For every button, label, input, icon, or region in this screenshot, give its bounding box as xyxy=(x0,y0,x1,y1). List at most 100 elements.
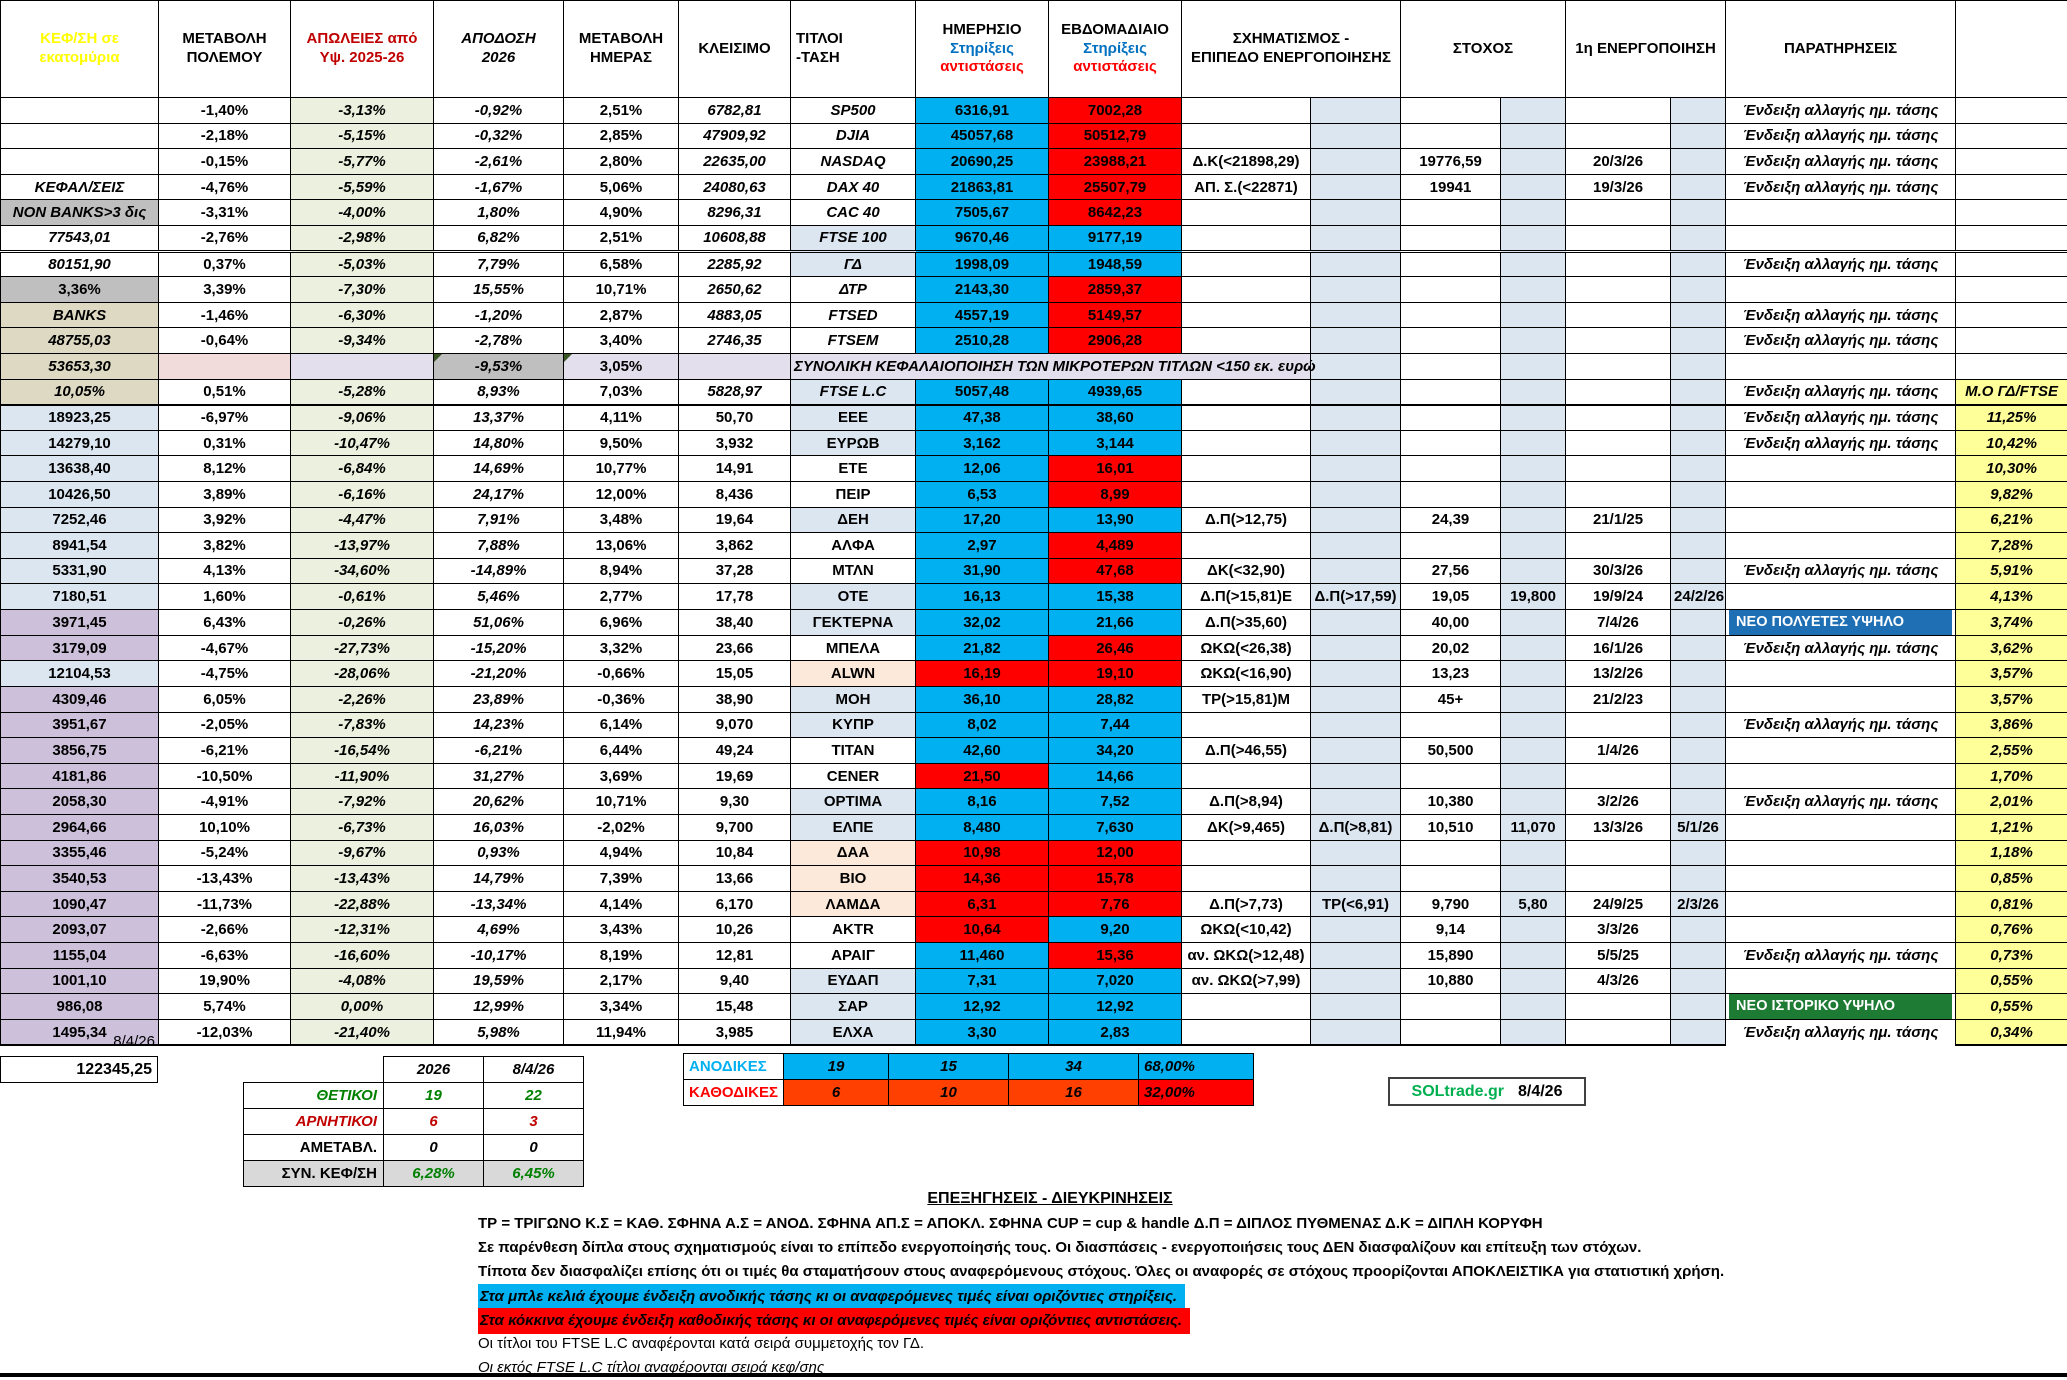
daily-cell[interactable]: 6,53 xyxy=(916,481,1049,507)
formation1-cell[interactable]: ΩΚΩ(<16,90) xyxy=(1182,661,1311,687)
ticker-cell[interactable]: FTSED xyxy=(791,302,916,328)
updown-percent[interactable]: 68,00% xyxy=(1139,1054,1254,1080)
formation2-cell[interactable] xyxy=(1311,763,1401,789)
ticker-cell[interactable]: ΟΡΤΙΜΑ xyxy=(791,789,916,815)
close-cell[interactable]: 10608,88 xyxy=(679,225,791,251)
activation1-cell[interactable]: 16/1/26 xyxy=(1566,635,1671,661)
target1-cell[interactable] xyxy=(1401,98,1501,124)
daily-cell[interactable]: 20690,25 xyxy=(916,149,1049,175)
day-cell[interactable]: 4,11% xyxy=(564,405,679,431)
mo-cell[interactable]: 11,25% xyxy=(1956,405,2067,431)
updown-label[interactable]: ΚΑΘΟΔΙΚΕΣ xyxy=(684,1080,784,1106)
loss-cell[interactable]: -4,08% xyxy=(291,968,434,994)
perf-cell[interactable]: 0,93% xyxy=(434,840,564,866)
activation2-cell[interactable] xyxy=(1671,507,1726,533)
ticker-cell[interactable]: FTSE 100 xyxy=(791,225,916,251)
daily-cell[interactable]: 21,50 xyxy=(916,763,1049,789)
col-header-titles[interactable]: ΤΙΤΛΟΙ-ΤΑΣΗ xyxy=(791,1,916,98)
cap-cell[interactable] xyxy=(1,149,159,175)
formation2-cell[interactable] xyxy=(1311,277,1401,303)
loss-cell[interactable]: 0,00% xyxy=(291,994,434,1020)
perf-cell[interactable]: -1,67% xyxy=(434,174,564,200)
war-cell[interactable]: -4,91% xyxy=(159,789,291,815)
formation2-cell[interactable] xyxy=(1311,661,1401,687)
remarks-cell[interactable] xyxy=(1726,353,1956,379)
war-cell[interactable]: -11,73% xyxy=(159,891,291,917)
formation2-cell[interactable] xyxy=(1311,302,1401,328)
activation1-cell[interactable] xyxy=(1566,763,1671,789)
summary-col-header[interactable]: 2026 xyxy=(384,1057,484,1083)
daily-cell[interactable]: 1998,09 xyxy=(916,251,1049,277)
cap-cell[interactable]: 2964,66 xyxy=(1,815,159,841)
formation1-cell[interactable]: Δ.Π(>15,81)Ε xyxy=(1182,584,1311,610)
formation1-cell[interactable] xyxy=(1182,481,1311,507)
weekly-cell[interactable]: 21,66 xyxy=(1049,609,1182,635)
daily-cell[interactable]: 6,31 xyxy=(916,891,1049,917)
war-cell[interactable]: -4,76% xyxy=(159,174,291,200)
activation1-cell[interactable]: 5/5/25 xyxy=(1566,943,1671,969)
formation1-cell[interactable] xyxy=(1182,225,1311,251)
ticker-cell[interactable]: ΑΡΑΙΓ xyxy=(791,943,916,969)
activation1-cell[interactable]: 21/2/23 xyxy=(1566,687,1671,713)
ticker-cell[interactable]: FTSE L.C xyxy=(791,379,916,405)
remarks-cell[interactable]: Ένδειξη αλλαγής ημ. τάσης xyxy=(1726,430,1956,456)
summary-label[interactable]: ΘΕΤΙΚΟΙ xyxy=(244,1083,384,1109)
daily-cell[interactable]: 17,20 xyxy=(916,507,1049,533)
daily-cell[interactable]: 16,19 xyxy=(916,661,1049,687)
mo-cell[interactable] xyxy=(1956,200,2067,226)
weekly-cell[interactable]: 47,68 xyxy=(1049,558,1182,584)
weekly-cell[interactable]: 50512,79 xyxy=(1049,123,1182,149)
close-cell[interactable]: 9,40 xyxy=(679,968,791,994)
target2-cell[interactable] xyxy=(1501,789,1566,815)
ticker-cell[interactable]: ΣΑΡ xyxy=(791,994,916,1020)
mo-cell[interactable] xyxy=(1956,277,2067,303)
loss-cell[interactable]: -5,59% xyxy=(291,174,434,200)
day-cell[interactable]: 2,17% xyxy=(564,968,679,994)
target2-cell[interactable] xyxy=(1501,738,1566,764)
target2-cell[interactable]: 19,800 xyxy=(1501,584,1566,610)
weekly-cell[interactable]: 16,01 xyxy=(1049,456,1182,482)
mo-cell[interactable]: 0,81% xyxy=(1956,891,2067,917)
cap-cell[interactable]: 7180,51 xyxy=(1,584,159,610)
weekly-cell[interactable]: 1948,59 xyxy=(1049,251,1182,277)
summary-value[interactable]: 6,45% xyxy=(484,1161,584,1187)
formation1-cell[interactable] xyxy=(1182,994,1311,1020)
perf-cell[interactable]: -14,89% xyxy=(434,558,564,584)
loss-cell[interactable]: -34,60% xyxy=(291,558,434,584)
target1-cell[interactable]: 24,39 xyxy=(1401,507,1501,533)
target1-cell[interactable] xyxy=(1401,840,1501,866)
target1-cell[interactable] xyxy=(1401,763,1501,789)
close-cell[interactable]: 49,24 xyxy=(679,738,791,764)
day-cell[interactable]: 4,90% xyxy=(564,200,679,226)
remarks-cell[interactable]: Ένδειξη αλλαγής ημ. τάσης xyxy=(1726,558,1956,584)
close-cell[interactable]: 9,700 xyxy=(679,815,791,841)
day-cell[interactable]: 2,80% xyxy=(564,149,679,175)
cap-cell[interactable]: 2093,07 xyxy=(1,917,159,943)
remarks-cell[interactable]: Ένδειξη αλλαγής ημ. τάσης xyxy=(1726,98,1956,124)
weekly-cell[interactable]: 2,83 xyxy=(1049,1020,1182,1046)
activation2-cell[interactable] xyxy=(1671,917,1726,943)
ticker-cell[interactable]: CENER xyxy=(791,763,916,789)
formation2-cell[interactable] xyxy=(1311,456,1401,482)
activation1-cell[interactable] xyxy=(1566,456,1671,482)
daily-cell[interactable]: 2143,30 xyxy=(916,277,1049,303)
day-cell[interactable]: 3,48% xyxy=(564,507,679,533)
loss-cell[interactable]: -21,40% xyxy=(291,1020,434,1046)
formation2-cell[interactable] xyxy=(1311,968,1401,994)
activation2-cell[interactable] xyxy=(1671,430,1726,456)
updown-count[interactable]: 10 xyxy=(889,1080,1009,1106)
day-cell[interactable]: 3,34% xyxy=(564,994,679,1020)
target1-cell[interactable]: 27,56 xyxy=(1401,558,1501,584)
mo-cell[interactable]: 0,76% xyxy=(1956,917,2067,943)
mo-cell[interactable]: 1,18% xyxy=(1956,840,2067,866)
close-cell[interactable]: 6,170 xyxy=(679,891,791,917)
cap-cell[interactable] xyxy=(1,98,159,124)
activation1-cell[interactable]: 3/3/26 xyxy=(1566,917,1671,943)
ticker-cell[interactable]: ΑΚΤR xyxy=(791,917,916,943)
close-cell[interactable]: 15,05 xyxy=(679,661,791,687)
ticker-cell[interactable]: CAC 40 xyxy=(791,200,916,226)
activation2-cell[interactable] xyxy=(1671,609,1726,635)
target2-cell[interactable] xyxy=(1501,866,1566,892)
